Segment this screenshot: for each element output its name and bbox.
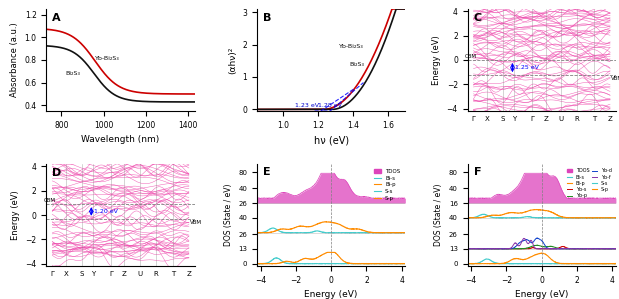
X-axis label: Energy (eV): Energy (eV) xyxy=(305,290,358,299)
Text: Bi₂S₃: Bi₂S₃ xyxy=(66,71,80,76)
Text: C: C xyxy=(474,13,482,23)
Y-axis label: (αhν)²: (αhν)² xyxy=(228,46,237,74)
Legend: TDOS, Bi-s, Bi-p, Yb-s, Yb-p, Yb-d, Yb-f, S-s, S-p: TDOS, Bi-s, Bi-p, Yb-s, Yb-p, Yb-d, Yb-f… xyxy=(565,167,613,200)
Text: VBM: VBM xyxy=(190,220,202,225)
Text: F: F xyxy=(474,167,481,177)
X-axis label: hν (eV): hν (eV) xyxy=(314,135,348,145)
Text: 1.28 eV: 1.28 eV xyxy=(318,103,342,108)
Text: Yb-Bi₂S₃: Yb-Bi₂S₃ xyxy=(339,44,364,49)
Y-axis label: DOS (State / eV): DOS (State / eV) xyxy=(223,184,233,246)
Text: E: E xyxy=(263,167,271,177)
Text: CBM: CBM xyxy=(43,198,56,203)
Text: 1.20 eV: 1.20 eV xyxy=(94,209,118,214)
Text: 1.25 eV: 1.25 eV xyxy=(516,65,539,70)
Y-axis label: Energy (eV): Energy (eV) xyxy=(432,35,441,85)
Text: B: B xyxy=(263,13,271,23)
Legend: TDOS, Bi-s, Bi-p, S-s, S-p: TDOS, Bi-s, Bi-p, S-s, S-p xyxy=(372,167,402,203)
X-axis label: Wavelength (nm): Wavelength (nm) xyxy=(82,135,160,144)
Y-axis label: Absorbance (a.u.): Absorbance (a.u.) xyxy=(10,23,19,97)
Text: CBM: CBM xyxy=(465,54,477,59)
Text: Yb-Bi₂S₃: Yb-Bi₂S₃ xyxy=(95,56,120,61)
Text: D: D xyxy=(53,168,62,178)
Y-axis label: DOS (State / eV): DOS (State / eV) xyxy=(435,184,443,246)
Text: VBM: VBM xyxy=(611,76,619,81)
Y-axis label: Energy (eV): Energy (eV) xyxy=(11,190,20,240)
Text: A: A xyxy=(53,13,61,23)
Text: 1.23 eV: 1.23 eV xyxy=(295,103,319,108)
X-axis label: Energy (eV): Energy (eV) xyxy=(515,290,568,299)
Text: Bi₂S₃: Bi₂S₃ xyxy=(350,62,365,67)
